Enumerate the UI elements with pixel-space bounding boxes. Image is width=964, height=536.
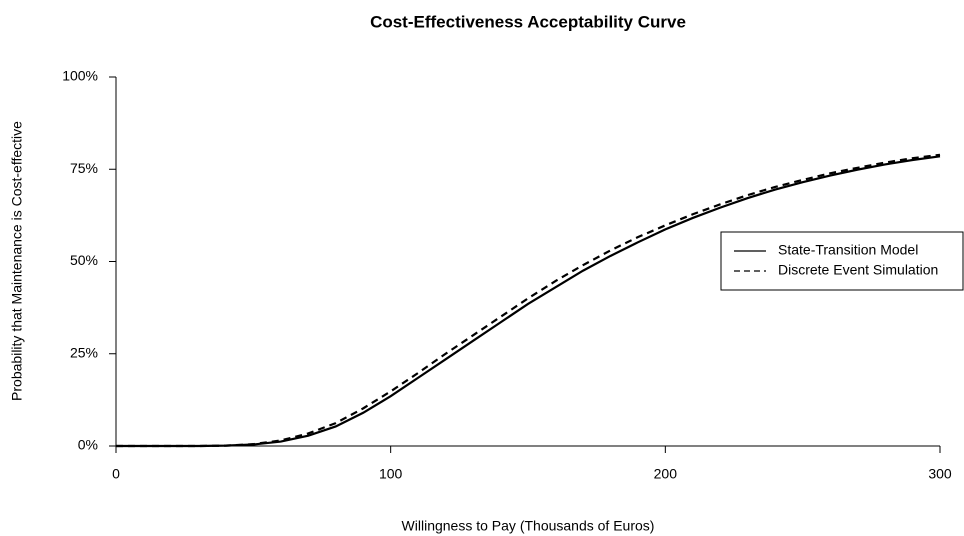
legend-label: State-Transition Model xyxy=(778,242,918,258)
y-tick-label: 100% xyxy=(62,68,98,84)
chart-title: Cost-Effectiveness Acceptability Curve xyxy=(370,12,686,31)
x-tick-label: 200 xyxy=(654,466,678,482)
y-tick-label: 50% xyxy=(70,252,98,268)
line-series xyxy=(116,155,941,448)
legend-label: Discrete Event Simulation xyxy=(778,262,938,278)
y-tick-label: 75% xyxy=(70,160,98,176)
line-series xyxy=(116,153,941,448)
x-tick-label: 100 xyxy=(379,466,403,482)
y-tick-label: 0% xyxy=(78,437,98,453)
y-axis-label: Probability that Maintenance is Cost-eff… xyxy=(9,121,25,401)
legend-box xyxy=(720,231,964,291)
x-tick-label: 300 xyxy=(928,466,952,482)
y-tick-label: 25% xyxy=(70,344,98,360)
x-axis-label: Willingness to Pay (Thousands of Euros) xyxy=(402,518,655,534)
x-tick-label: 0 xyxy=(112,466,120,482)
